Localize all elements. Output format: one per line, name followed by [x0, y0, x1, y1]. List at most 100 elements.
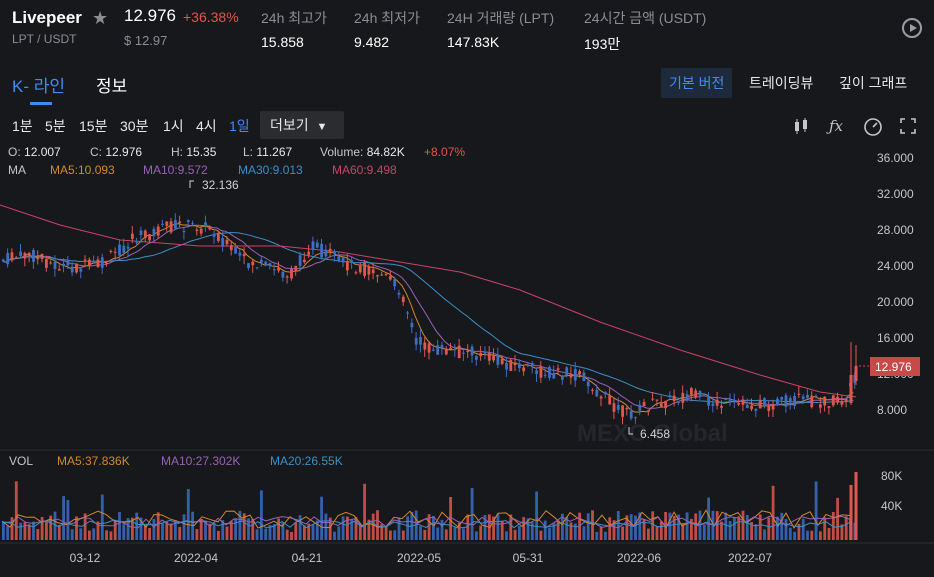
volume-bar [380, 524, 384, 540]
candle-body [303, 259, 306, 263]
candle-body [272, 269, 276, 271]
volume-bar [797, 523, 801, 540]
interval-5min[interactable]: 5분 [45, 118, 66, 134]
candle-body [410, 322, 414, 328]
fullscreen-icon[interactable] [899, 117, 917, 135]
candle-body [569, 374, 573, 378]
ohlc-low: L: 11.267 [243, 145, 293, 159]
candle-body [139, 230, 143, 235]
candle-body [255, 267, 259, 269]
tab-kline[interactable]: K- 라인 [12, 77, 66, 96]
candle-body [500, 358, 504, 364]
volume-bar [681, 523, 685, 540]
ohlc-close: C: 12.976 [90, 145, 143, 159]
candle-body [229, 245, 233, 251]
candle-body [642, 402, 646, 407]
candle-body [552, 373, 556, 379]
candle-body [505, 362, 508, 370]
ma30-line [1, 232, 854, 404]
more-label: 더보기 [270, 117, 309, 133]
high-marker-arrow [189, 180, 194, 188]
indicator-fx-icon[interactable]: ƒx [829, 117, 844, 135]
volume-bar [281, 522, 285, 540]
candle-body [208, 226, 212, 230]
candle-body [221, 237, 225, 247]
stat-value-24h-volume: 147.83K [447, 34, 500, 50]
view-basic-button[interactable]: 기본 버전 [661, 68, 733, 98]
interval-4hour[interactable]: 4시 [196, 118, 217, 134]
volume-bar [582, 526, 586, 540]
candle-body [444, 348, 448, 355]
interval-1day[interactable]: 1일 [229, 118, 250, 134]
candle-body [109, 251, 113, 253]
candle-body [513, 362, 517, 366]
usd-price: $ 12.97 [124, 33, 168, 48]
play-icon[interactable] [902, 18, 922, 38]
interval-1min[interactable]: 1분 [12, 118, 33, 134]
volume-bar [217, 530, 220, 540]
volume-bar [96, 521, 100, 540]
candle-body [814, 395, 818, 397]
volume-bar [432, 515, 435, 540]
candle-body [806, 394, 809, 399]
candle-body [432, 349, 435, 351]
volume-bar [92, 528, 96, 540]
settings-gauge-icon[interactable] [863, 117, 882, 136]
candle-body [79, 268, 83, 272]
candle-body [100, 257, 104, 268]
volume-bar [122, 521, 126, 540]
volume-ma10-line [1, 515, 851, 529]
candle-body [776, 398, 779, 406]
volume-bar [6, 525, 10, 540]
volume-bar [100, 494, 104, 540]
time-axis-tick: 2022-05 [397, 551, 441, 565]
candle-body [453, 349, 457, 351]
favorite-star-icon[interactable]: ★ [92, 8, 109, 28]
volume-bar [702, 525, 706, 540]
volume-bar [440, 519, 444, 540]
volume-bar [470, 487, 474, 540]
volume-bar [530, 522, 534, 540]
volume-bar [548, 527, 551, 540]
candle-body [19, 251, 22, 257]
candle-body [745, 404, 749, 409]
more-intervals-dropdown[interactable]: 더보기 ▼ [260, 111, 344, 139]
volume-bar [801, 518, 805, 540]
candle-body [113, 251, 117, 253]
candle-body [690, 388, 693, 395]
volume-bar [88, 530, 91, 540]
volume-bar [616, 511, 620, 540]
interval-30min[interactable]: 30분 [120, 118, 149, 134]
candle-body [122, 245, 126, 253]
view-tradingview-button[interactable]: 트레이딩뷰 [749, 75, 814, 91]
candle-body [225, 239, 229, 245]
volume-bar [49, 515, 53, 540]
candle-body [578, 371, 581, 375]
chevron-down-icon: ▼ [316, 121, 328, 133]
view-depth-chart-button[interactable]: 깊이 그래프 [839, 75, 908, 91]
candle-body [548, 367, 551, 378]
volume-bar [591, 510, 594, 540]
candlestick-type-icon[interactable] [792, 117, 810, 135]
watermark: MEXC Global [577, 420, 728, 447]
candle-body [367, 266, 371, 275]
tab-info[interactable]: 정보 [96, 77, 128, 96]
volume-bar [561, 513, 564, 540]
price-axis-tick: 24.000 [877, 259, 914, 273]
interval-1hour[interactable]: 1시 [163, 118, 184, 134]
interval-15min[interactable]: 15분 [79, 118, 108, 134]
candle-body [414, 337, 418, 345]
volume-bar [556, 520, 560, 540]
candle-body [694, 390, 698, 398]
volume-bar [668, 512, 672, 540]
candle-body [612, 403, 616, 412]
volume-bar [462, 528, 465, 540]
candle-body [492, 354, 495, 361]
candle-body [83, 259, 87, 261]
volume-bar [672, 515, 676, 540]
candle-body [672, 395, 676, 402]
volume-bar [66, 500, 70, 540]
volume-bar [152, 518, 156, 540]
candle-body [543, 374, 547, 376]
